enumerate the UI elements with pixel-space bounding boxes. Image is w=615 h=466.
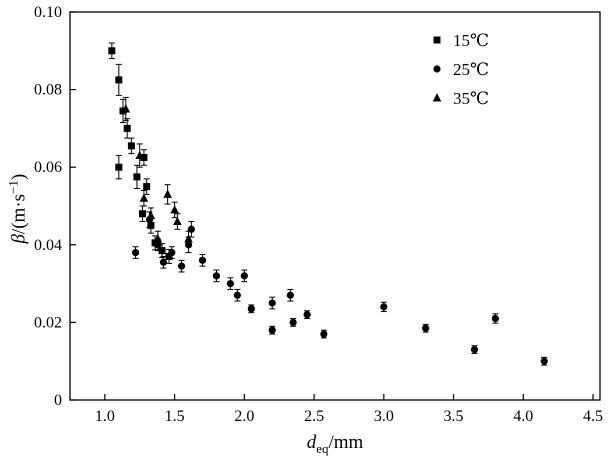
data-point-circle <box>168 248 176 257</box>
data-point-circle <box>233 291 241 299</box>
data-point-circle <box>268 299 276 307</box>
data-point-circle <box>268 326 276 334</box>
x-tick-label: 2.0 <box>234 408 254 425</box>
y-axis-label-mid: /(m·s <box>8 193 30 235</box>
x-tick-label: 1.5 <box>165 408 185 425</box>
x-tick-label: 4.5 <box>583 408 603 425</box>
data-point-circle <box>433 65 441 73</box>
data-point-circle <box>320 330 328 338</box>
data-point-square <box>115 163 123 171</box>
data-point-square <box>140 154 148 161</box>
y-axis-label-suffix: ) <box>8 173 30 181</box>
x-axis-label-sub: eq <box>316 440 329 456</box>
data-point-square <box>433 36 441 44</box>
x-tick-label: 3.5 <box>444 408 464 425</box>
y-axis-label: β/(m·s−1) <box>5 129 30 289</box>
data-point-square <box>133 173 141 181</box>
y-tick-label: 0.02 <box>34 314 62 331</box>
data-point-circle <box>177 262 186 270</box>
y-axis-label-sup: −1 <box>5 180 21 194</box>
data-point-square <box>139 210 147 218</box>
data-point-circle <box>380 303 388 311</box>
data-point-square <box>147 221 155 229</box>
data-point-circle <box>131 248 140 257</box>
legend-label: 35℃ <box>453 89 489 108</box>
data-point-square <box>123 124 131 132</box>
data-point-circle <box>212 272 221 280</box>
data-point-circle <box>240 272 248 280</box>
x-tick-label: 2.5 <box>304 408 324 425</box>
data-point-triangle <box>184 234 193 243</box>
data-point-circle <box>303 311 311 319</box>
data-point-triangle <box>173 216 182 226</box>
data-point-square <box>115 76 123 84</box>
x-tick-label: 4.0 <box>513 408 533 425</box>
data-point-square <box>158 247 166 255</box>
x-axis-label-symbol: d <box>306 432 317 453</box>
data-point-square <box>143 183 151 191</box>
data-point-triangle <box>139 193 149 202</box>
y-tick-label: 0.08 <box>34 82 62 99</box>
y-tick-label: 0.10 <box>34 4 62 21</box>
x-tick-label: 3.0 <box>374 408 394 425</box>
y-tick-label: 0 <box>54 392 62 409</box>
data-point-circle <box>491 314 499 323</box>
x-axis-label: deq/mm <box>270 432 400 457</box>
y-tick-label: 0.06 <box>34 159 62 176</box>
y-axis-label-beta: β <box>8 234 30 244</box>
data-point-circle <box>289 318 297 326</box>
data-point-circle <box>422 324 430 332</box>
data-point-triangle <box>121 104 131 113</box>
data-point-circle <box>470 345 479 354</box>
legend-label: 25℃ <box>453 60 489 79</box>
x-axis-label-unit: /mm <box>328 432 364 453</box>
data-point-square <box>127 142 135 150</box>
data-point-triangle <box>135 150 145 160</box>
data-point-triangle <box>146 210 156 220</box>
x-tick-label: 1.0 <box>95 408 115 425</box>
data-point-circle <box>540 357 548 365</box>
data-point-circle <box>159 258 168 266</box>
data-point-circle <box>198 256 207 264</box>
data-point-circle <box>226 280 234 288</box>
data-point-triangle <box>170 205 179 214</box>
data-point-square <box>108 47 116 55</box>
data-point-circle <box>247 305 255 313</box>
plot-frame <box>69 11 601 401</box>
data-point-triangle <box>163 189 172 198</box>
data-point-circle <box>286 291 294 299</box>
legend-label: 15℃ <box>453 31 489 50</box>
data-point-square <box>165 252 173 260</box>
data-point-triangle <box>153 234 163 243</box>
y-tick-label: 0.04 <box>34 237 62 254</box>
data-point-triangle <box>432 93 442 102</box>
